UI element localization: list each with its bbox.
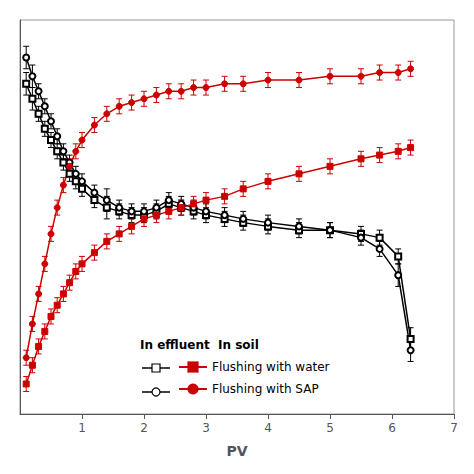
- svg-text:4: 4: [264, 421, 272, 435]
- svg-text:Flushing with SAP: Flushing with SAP: [212, 382, 319, 396]
- svg-text:2: 2: [140, 421, 148, 435]
- svg-text:5: 5: [326, 421, 334, 435]
- svg-text:7: 7: [450, 421, 458, 435]
- svg-text:In effluent In soil: In effluent In soil: [140, 338, 259, 352]
- svg-text:PV: PV: [226, 443, 247, 459]
- svg-text:3: 3: [202, 421, 210, 435]
- svg-text:Flushing with water: Flushing with water: [212, 360, 330, 374]
- svg-text:6: 6: [388, 421, 396, 435]
- svg-text:1: 1: [78, 421, 86, 435]
